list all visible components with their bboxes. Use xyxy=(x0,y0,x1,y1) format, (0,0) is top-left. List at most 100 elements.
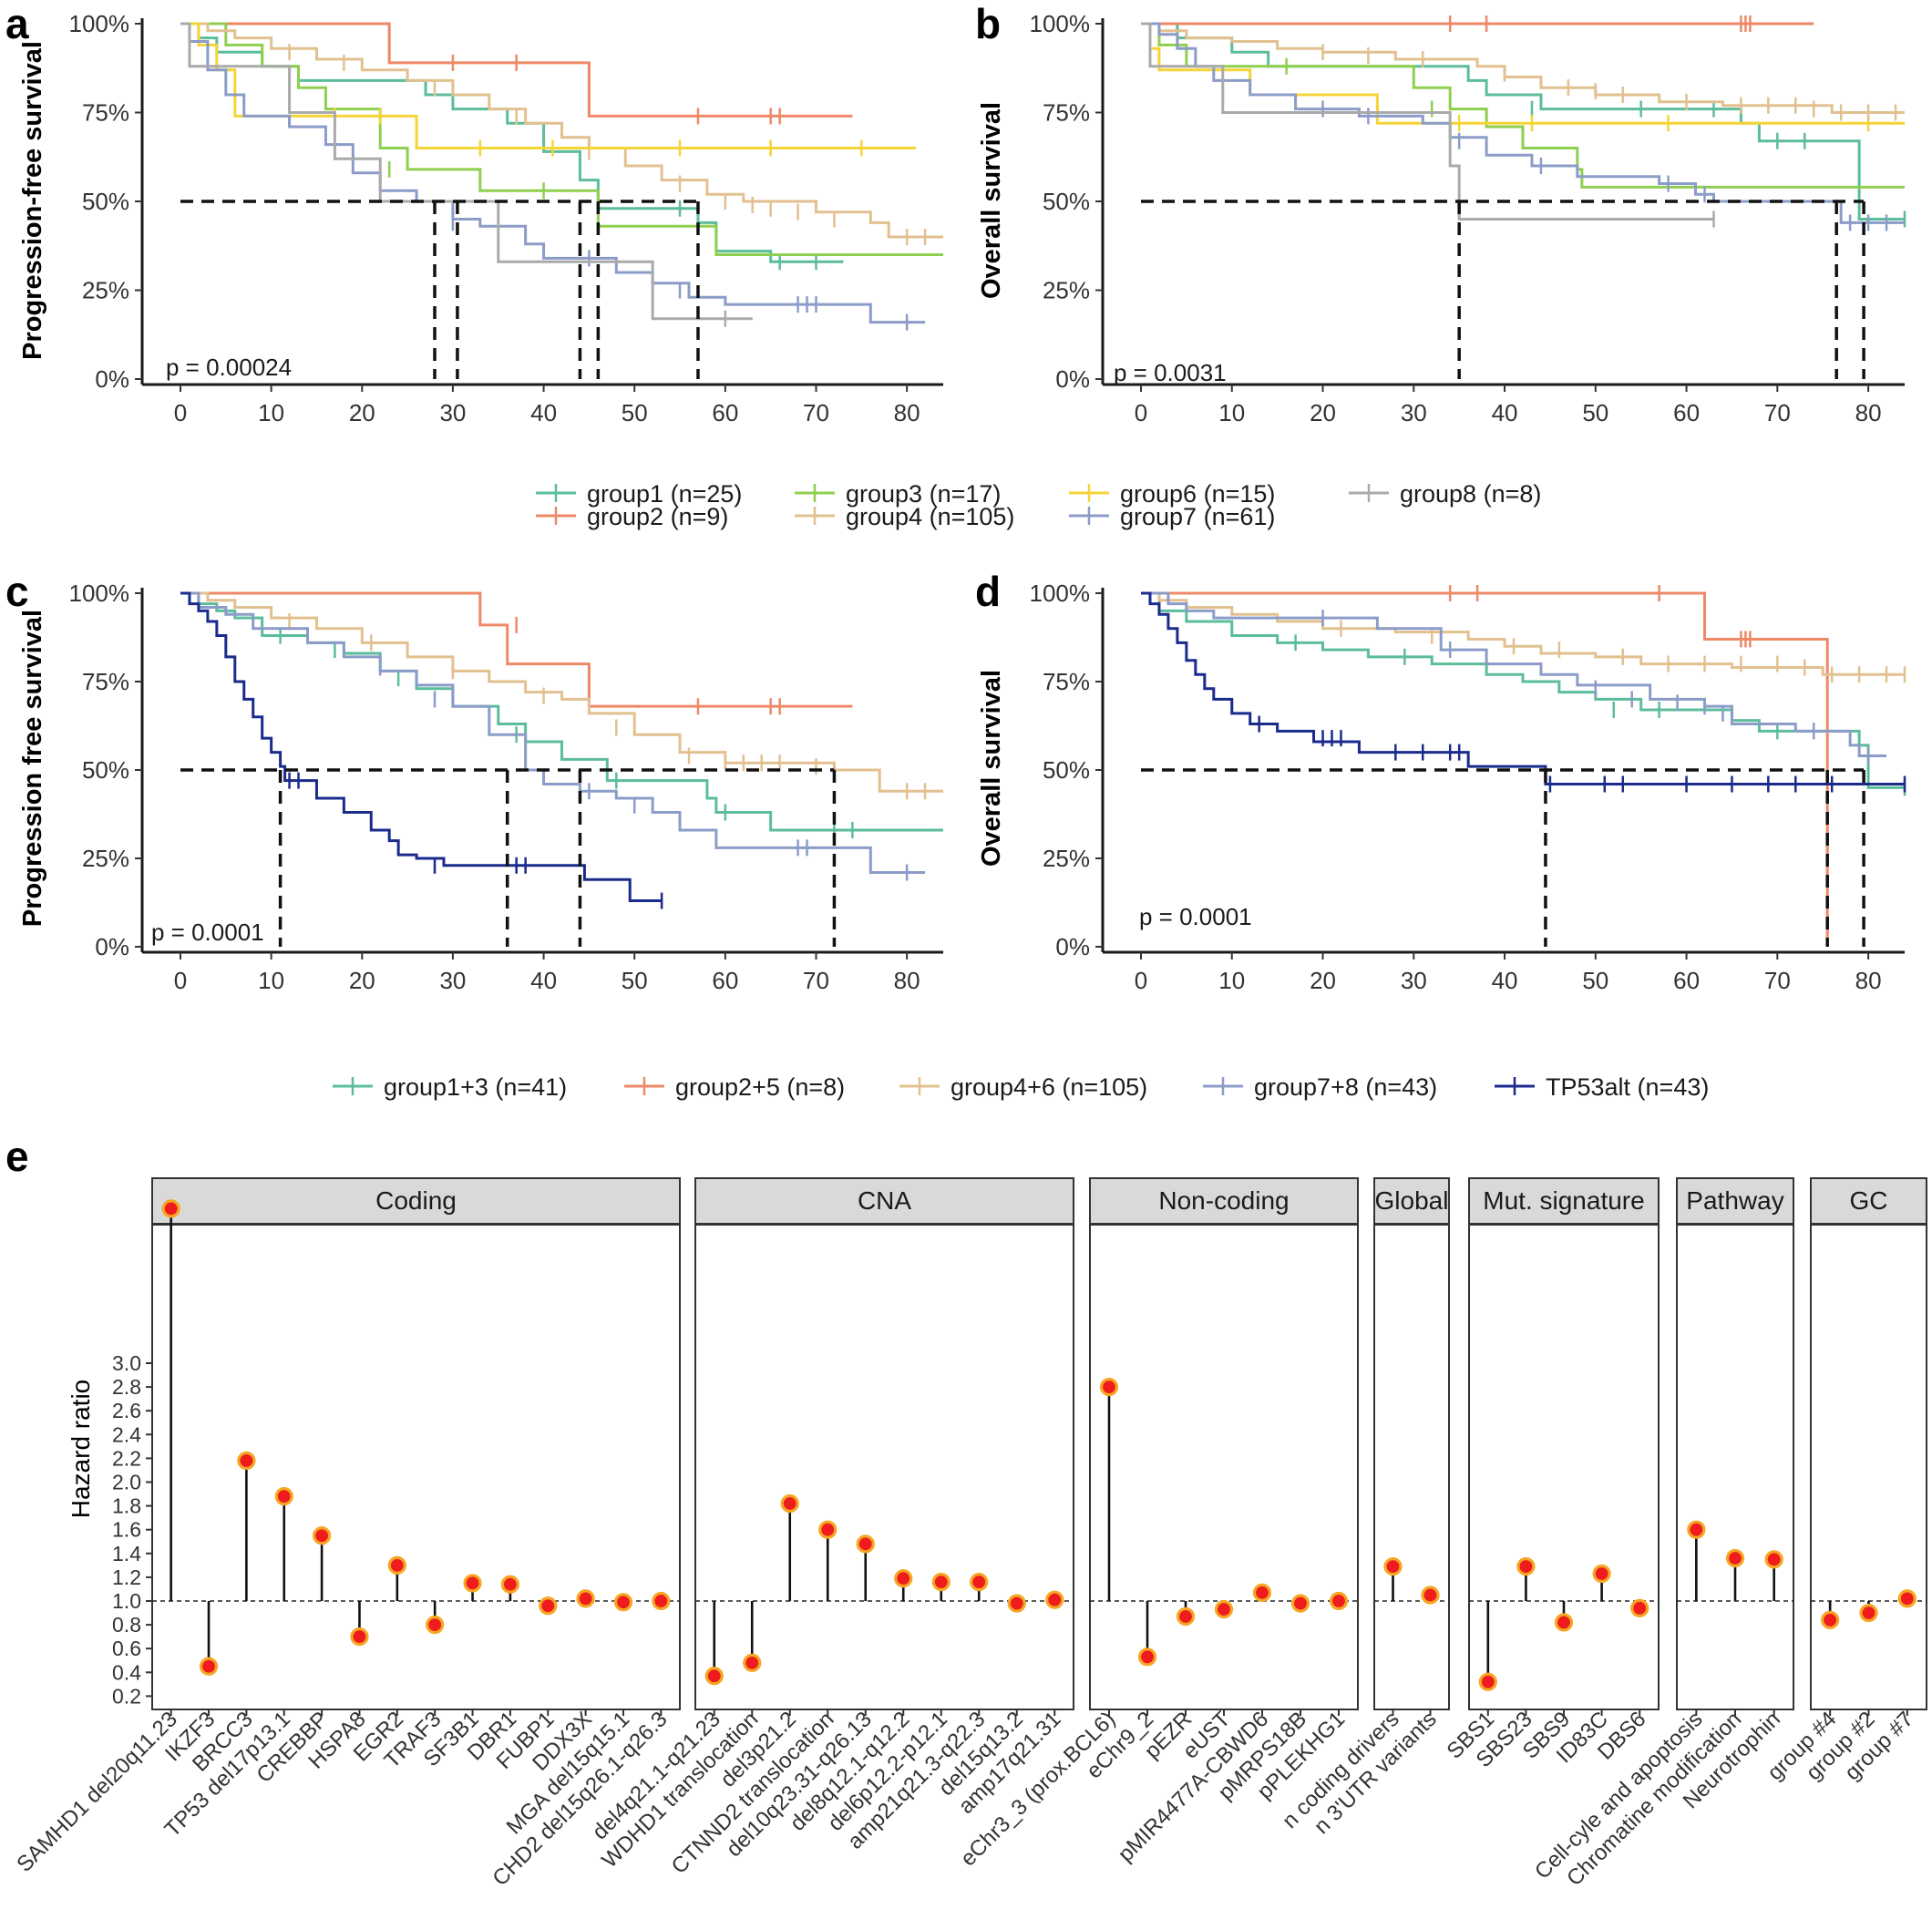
km-panel-c: 0% 25% 50% 75% 100% 0 10 20 30 40 50 60 70 80 xyxy=(69,580,943,994)
km-curve-group1 xyxy=(1141,22,1905,221)
x-tick-label: 30 xyxy=(439,399,466,426)
facet-strip xyxy=(1468,1177,1660,1225)
category-label: SAMHD1 del20q11.23 xyxy=(12,1707,182,1877)
y-tick-label: 50% xyxy=(82,188,129,215)
e-y-tick-label: 0.6 xyxy=(112,1637,141,1660)
lollipop-point xyxy=(576,1589,595,1608)
y-tick-label: 25% xyxy=(82,277,129,304)
legend-item: group1 (n=25) xyxy=(536,480,742,508)
e-y-tick-label: 0.8 xyxy=(112,1613,141,1637)
km-curve-group4 xyxy=(180,22,943,239)
y-tick-label: 100% xyxy=(69,580,130,607)
x-tick-label: 30 xyxy=(1401,399,1427,426)
legend-label: group2 (n=9) xyxy=(587,503,728,530)
facet-label: Global xyxy=(1375,1186,1449,1215)
facet-label: Coding xyxy=(375,1186,457,1215)
lollipop-point xyxy=(237,1451,256,1471)
legend-item: group4+6 (n=105) xyxy=(899,1073,1147,1101)
x-tick-label: 60 xyxy=(1673,399,1700,426)
lollipop-point xyxy=(313,1526,332,1545)
e-y-tick-label: 2.6 xyxy=(112,1399,141,1422)
ylabel-e: Hazard ratio xyxy=(67,1380,95,1519)
e-y-tick-label: 2.2 xyxy=(112,1446,141,1470)
facet-label: Mut. signature xyxy=(1483,1186,1644,1215)
legend-label: group8 (n=8) xyxy=(1400,480,1541,508)
km-curve-group1 xyxy=(180,22,844,263)
x-tick-label: 40 xyxy=(1492,967,1518,994)
lollipop-point xyxy=(1592,1564,1611,1584)
lollipop-point xyxy=(613,1593,633,1612)
y-tick-label: 75% xyxy=(1043,668,1090,695)
e-y-tick-label: 1.8 xyxy=(112,1494,141,1518)
lollipop-point xyxy=(970,1573,989,1592)
x-tick-label: 50 xyxy=(1582,967,1608,994)
legend-label: group1+3 (n=41) xyxy=(384,1073,567,1101)
lollipop-point xyxy=(426,1615,445,1635)
facet-label: Non-coding xyxy=(1158,1186,1289,1215)
y-tick-label: 50% xyxy=(82,756,129,784)
x-tick-label: 80 xyxy=(894,967,920,994)
km-curve-TP53alt xyxy=(1141,591,1905,786)
x-tick-label: 20 xyxy=(349,967,375,994)
lollipop-point xyxy=(1516,1557,1536,1576)
y-tick-label: 0% xyxy=(1055,365,1090,393)
x-tick-label: 30 xyxy=(439,967,466,994)
x-tick-label: 40 xyxy=(530,967,557,994)
y-tick-label: 25% xyxy=(1043,845,1090,872)
lollipop-point xyxy=(704,1667,724,1686)
lollipop-point xyxy=(463,1574,482,1593)
x-tick-label: 10 xyxy=(258,399,284,426)
lollipop-point xyxy=(743,1653,762,1672)
lollipop-point xyxy=(161,1199,180,1218)
facet-frame xyxy=(1089,1224,1359,1710)
lollipop-point xyxy=(1290,1594,1310,1613)
km-curve-group8 xyxy=(180,22,753,321)
km-curve-group7+8 xyxy=(180,591,926,875)
pvalue-b: p = 0.0031 xyxy=(1114,359,1227,386)
x-tick-label: 70 xyxy=(803,967,829,994)
y-tick-label: 75% xyxy=(82,99,129,127)
legend-label: group2+5 (n=8) xyxy=(675,1073,845,1101)
e-y-tick-label: 3.0 xyxy=(112,1351,141,1375)
lollipop-point xyxy=(1897,1589,1917,1608)
y-tick-label: 100% xyxy=(69,10,130,37)
km-curve-group6 xyxy=(180,22,917,149)
lollipop-point xyxy=(652,1591,671,1611)
lollipop-point xyxy=(818,1520,838,1539)
lollipop-point xyxy=(931,1573,951,1592)
legend-label: TP53alt (n=43) xyxy=(1546,1073,1709,1101)
x-tick-label: 80 xyxy=(1855,967,1882,994)
e-y-tick-label: 1.4 xyxy=(112,1542,141,1565)
km-plots: 0%25%50%75%100%0 10 20 30 40 50 60 70 800%25%50%… xyxy=(69,10,1906,994)
lollipop-point xyxy=(1176,1606,1196,1627)
lollipop-point xyxy=(1478,1672,1497,1691)
panel-letter-d: d xyxy=(975,568,1001,615)
legend-item: group8 (n=8) xyxy=(1349,480,1541,508)
lollipop-point xyxy=(539,1596,558,1616)
x-tick-label: 40 xyxy=(1492,399,1518,426)
lollipop-point xyxy=(500,1575,519,1594)
pvalue-c: p = 0.0001 xyxy=(151,919,264,946)
legends: group1 (n=25)group2 (n=9)group3 (n=17)gr… xyxy=(333,480,1709,1101)
legend-item: group3 (n=17) xyxy=(795,480,1001,508)
facet-frame xyxy=(1810,1224,1927,1710)
x-tick-label: 20 xyxy=(1310,967,1336,994)
km-curve-group4+6 xyxy=(1141,591,1905,676)
hazard-ratio-plot: 0.20.40.60.81.01.21.41.61.82.02.22.42.62… xyxy=(12,1177,1927,1891)
lollipop-point xyxy=(1859,1603,1878,1623)
legend-label: group4 (n=105) xyxy=(846,503,1014,530)
ylabel-a: Progression-free survival xyxy=(18,41,47,360)
km-panel-d: 0% 25% 50% 75% 100% 0 10 20 30 40 50 60 70 80 xyxy=(1030,580,1906,994)
panel-letter-b: b xyxy=(975,0,1001,47)
lollipop-point xyxy=(350,1627,369,1647)
facet-strip xyxy=(1089,1177,1359,1225)
y-tick-label: 75% xyxy=(1043,99,1090,127)
facet-strip xyxy=(1676,1177,1794,1225)
lollipop-point xyxy=(387,1555,406,1575)
legend-item: group4 (n=105) xyxy=(795,503,1014,530)
x-tick-label: 0 xyxy=(1135,967,1147,994)
